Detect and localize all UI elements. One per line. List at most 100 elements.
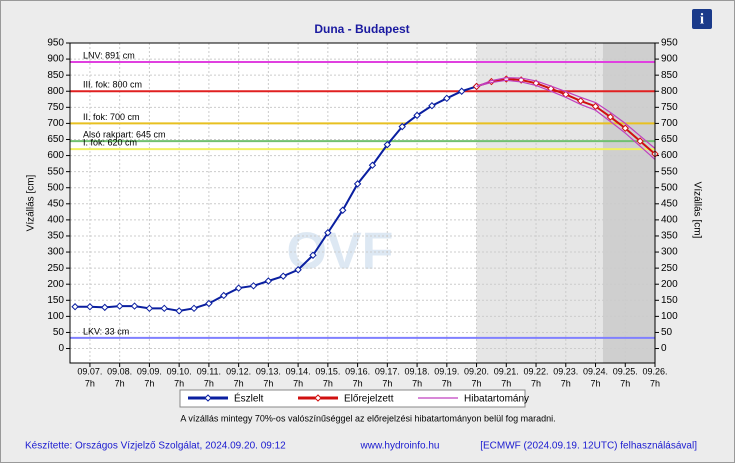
y2-tick-label: 600 [661, 150, 678, 161]
y2-tick-label: 0 [661, 343, 667, 354]
level-label: LKV: 33 cm [83, 326, 129, 336]
y-tick-label: 500 [47, 182, 64, 193]
x-tick-sublabel: 7h [263, 378, 273, 388]
footer-text: [ECMWF (2024.09.19. 12UTC) felhasználásá… [480, 441, 697, 452]
y-tick-label: 200 [47, 279, 64, 290]
footer-text: www.hydroinfo.hu [360, 441, 440, 452]
point [591, 102, 600, 111]
x-tick-sublabel: 7h [442, 378, 452, 388]
point [457, 87, 466, 95]
point [324, 229, 332, 237]
level-label: II. fok: 700 cm [83, 112, 140, 122]
series-line [75, 85, 477, 312]
point [383, 140, 392, 149]
x-tick-sublabel: 7h [234, 378, 244, 388]
level-label: III. fok: 800 cm [83, 80, 142, 90]
y-tick-label: 100 [47, 311, 64, 322]
x-tick-label: 09.16. [345, 366, 370, 376]
point [294, 266, 302, 274]
x-tick-label: 09.13. [256, 366, 281, 376]
x-tick-sublabel: 7h [620, 378, 630, 388]
point [621, 124, 629, 132]
y2-tick-label: 800 [661, 86, 678, 97]
x-tick-label: 09.25. [613, 366, 638, 376]
footer-text: Készítette: Országos Vízjelző Szolgálat,… [25, 441, 286, 452]
y2-tick-label: 200 [661, 279, 678, 290]
level-label: I. fok: 620 cm [83, 138, 137, 148]
y-tick-label: 0 [58, 343, 64, 354]
info-icon[interactable] [692, 9, 712, 29]
y2-tick-label: 300 [661, 247, 678, 258]
point [101, 303, 109, 312]
point [130, 302, 139, 310]
point [264, 277, 273, 285]
point [606, 113, 615, 121]
y-axis-label: Vízállás [cm] [26, 174, 37, 231]
point [428, 102, 436, 110]
y-tick-label: 800 [47, 86, 64, 97]
x-tick-sublabel: 7h [591, 378, 601, 388]
x-tick-label: 09.18. [405, 366, 430, 376]
y-tick-label: 50 [53, 327, 65, 338]
point [443, 94, 451, 103]
x-tick-sublabel: 7h [115, 378, 125, 388]
y2-tick-label: 400 [661, 215, 678, 226]
y-tick-label: 450 [47, 198, 64, 209]
x-tick-sublabel: 7h [323, 378, 333, 388]
x-tick-sublabel: 7h [144, 378, 154, 388]
point [234, 284, 243, 292]
y2-tick-label: 100 [661, 311, 678, 322]
x-tick-sublabel: 7h [412, 378, 422, 388]
point [160, 304, 168, 313]
x-tick-label: 09.09. [137, 366, 162, 376]
point [205, 299, 213, 308]
y2-tick-label: 50 [661, 327, 673, 338]
point [353, 180, 362, 188]
x-tick-sublabel: 7h [174, 378, 184, 388]
point [86, 303, 94, 311]
y2-tick-label: 650 [661, 134, 678, 145]
info-icon-text[interactable]: i [700, 11, 704, 27]
chart-title: Duna - Budapest [314, 22, 409, 36]
point [368, 161, 377, 169]
forecast-region [602, 43, 655, 363]
point [636, 137, 644, 145]
legend-label: Észlelt [234, 392, 264, 405]
x-tick-sublabel: 7h [204, 378, 214, 388]
error-band-line [476, 79, 656, 160]
y-tick-label: 600 [47, 150, 64, 161]
y2-tick-label: 950 [661, 38, 678, 49]
y-tick-label: 950 [47, 38, 64, 49]
x-tick-label: 09.07. [77, 366, 102, 376]
y2-tick-label: 350 [661, 231, 678, 242]
plot-border [69, 42, 656, 364]
footnote: A vízállás mintegy 70%-os valószínűségge… [180, 413, 555, 423]
y-tick-label: 400 [47, 215, 64, 226]
x-tick-label: 09.08. [107, 366, 132, 376]
x-tick-sublabel: 7h [293, 378, 303, 388]
y-tick-label: 850 [47, 70, 64, 81]
y-tick-label: 900 [47, 54, 64, 65]
y-tick-label: 350 [47, 231, 64, 242]
point [309, 251, 317, 259]
legend-marker [314, 394, 322, 402]
y-tick-label: 250 [47, 263, 64, 274]
error-band-line [476, 77, 656, 149]
y-tick-label: 300 [47, 247, 64, 258]
legend [179, 389, 526, 408]
legend-marker [204, 394, 212, 402]
x-tick-label: 09.22. [524, 366, 549, 376]
y2-tick-label: 750 [661, 102, 678, 113]
legend-label: Előrejelzett [344, 394, 394, 405]
point [576, 97, 585, 105]
level-label: Alsó rakpart: 645 cm [83, 129, 166, 139]
point [115, 302, 124, 310]
x-tick-label: 09.10. [167, 366, 192, 376]
x-tick-sublabel: 7h [472, 378, 482, 388]
y-tick-label: 150 [47, 295, 64, 306]
y2-tick-label: 900 [661, 54, 678, 65]
x-tick-label: 09.15. [315, 366, 340, 376]
x-tick-label: 09.11. [197, 366, 221, 376]
x-tick-label: 09.26. [642, 366, 667, 376]
